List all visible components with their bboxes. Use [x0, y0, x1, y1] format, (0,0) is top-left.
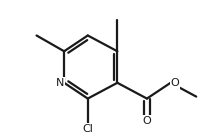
Text: O: O	[170, 78, 179, 88]
Text: N: N	[56, 78, 64, 88]
Text: O: O	[143, 116, 151, 126]
Text: Cl: Cl	[82, 124, 93, 134]
